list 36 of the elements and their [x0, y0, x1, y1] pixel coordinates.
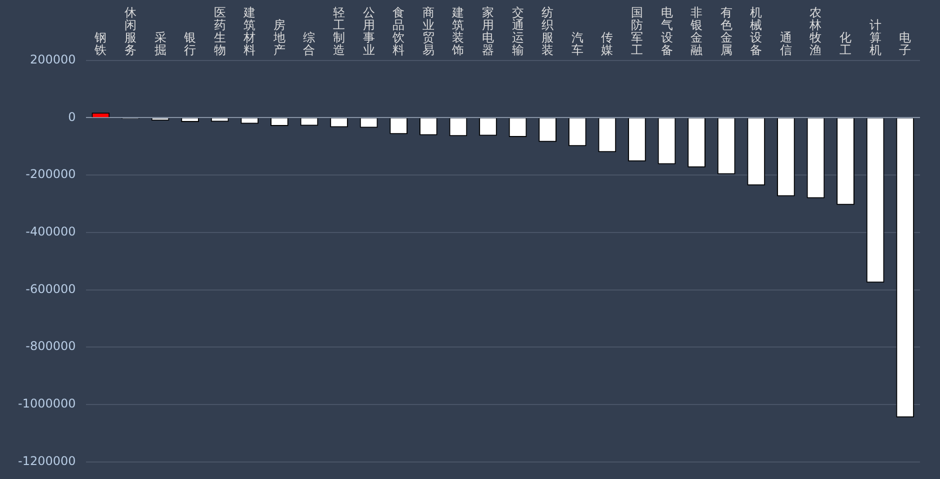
y-tick-label: -200000 — [26, 167, 76, 182]
x-tick-label: 国防军工 — [630, 5, 643, 58]
x-tick-label: 化工 — [840, 30, 852, 58]
y-tick-label: -1000000 — [18, 396, 76, 411]
x-tick-label: 通信 — [780, 30, 792, 58]
x-tick-label: 房地产 — [272, 18, 286, 58]
x-tick-label: 机械设备 — [750, 5, 762, 58]
x-tick-label: 建筑装饰 — [451, 5, 464, 58]
x-tick-label: 钢铁 — [94, 30, 107, 58]
x-tick-label: 电子 — [899, 30, 912, 58]
x-tick-label: 综合 — [303, 30, 316, 58]
x-tick-label: 食品饮料 — [392, 5, 405, 58]
x-tick-label: 医药生物 — [214, 5, 226, 58]
x-tick-label: 纺织服装 — [542, 5, 554, 58]
x-tick-label: 非银金融 — [690, 5, 703, 58]
x-tick-label: 轻工制造 — [333, 5, 346, 58]
x-tick-label: 采掘 — [154, 30, 166, 58]
x-tick-label: 银行 — [183, 30, 196, 58]
y-tick-label: -800000 — [26, 339, 76, 354]
y-tick-label: 0 — [68, 110, 76, 124]
x-tick-label: 公用事业 — [362, 5, 375, 58]
y-tick-label: -600000 — [26, 282, 76, 296]
x-tick-label: 交通运输 — [512, 5, 524, 58]
x-tick-label: 建筑材料 — [242, 5, 256, 58]
x-tick-label: 有色金属 — [720, 5, 732, 58]
x-tick-label: 汽车 — [571, 30, 584, 58]
x-tick-label: 休闲服务 — [124, 5, 136, 58]
x-tick-label: 家用电器 — [482, 5, 494, 58]
x-tick-label: 传媒 — [601, 30, 614, 58]
y-tick-label: 200000 — [30, 52, 76, 67]
x-tick-label: 计算机 — [869, 18, 882, 58]
x-tick-label: 电气设备 — [660, 5, 673, 58]
x-tick-label: 商业贸易 — [422, 5, 434, 58]
x-tick-label: 农林牧渔 — [808, 5, 822, 58]
y-tick-label: -1200000 — [18, 454, 76, 468]
y-tick-label: -400000 — [26, 224, 76, 239]
